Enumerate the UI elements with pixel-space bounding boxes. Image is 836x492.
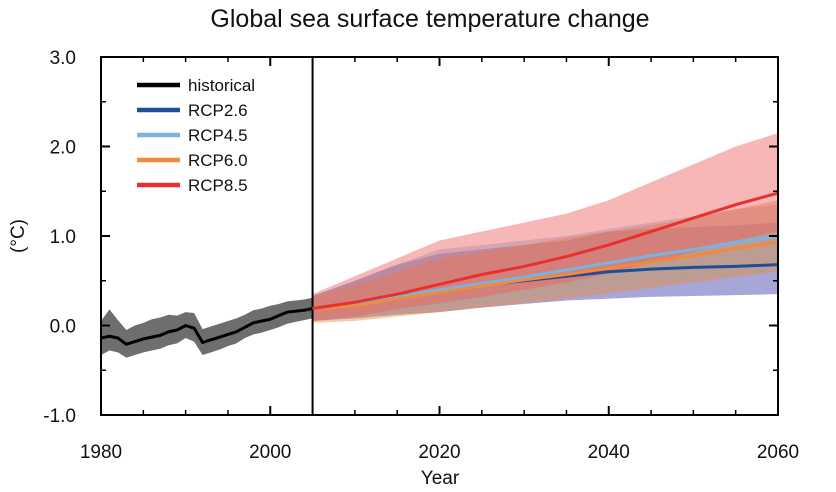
y-tick-label: -1.0 bbox=[43, 406, 76, 427]
legend-label: RCP8.5 bbox=[188, 176, 248, 195]
legend-label: RCP4.5 bbox=[188, 126, 248, 145]
y-tick-label: 1.0 bbox=[50, 227, 76, 248]
legend: historical RCP2.6 RCP4.5 RCP6.0 RCP8.5 bbox=[137, 76, 255, 195]
legend-item-rcp2-6: RCP2.6 bbox=[137, 101, 248, 120]
x-tick-label: 2020 bbox=[418, 442, 460, 463]
y-tick-label: 2.0 bbox=[50, 138, 76, 159]
series-line-rcp8-5 bbox=[312, 191, 778, 310]
y-axis-label: (°C) bbox=[8, 219, 29, 253]
chart-title: Global sea surface temperature change bbox=[210, 5, 649, 33]
x-tick-label: 2040 bbox=[588, 442, 630, 463]
legend-label: RCP6.0 bbox=[188, 151, 248, 170]
legend-item-historical: historical bbox=[137, 76, 255, 95]
x-axis-label: Year bbox=[421, 468, 460, 489]
legend-item-rcp6-0: RCP6.0 bbox=[137, 151, 248, 170]
band-historical bbox=[101, 297, 313, 358]
band-rcp2-6 bbox=[312, 222, 778, 322]
series-line-historical bbox=[101, 307, 313, 346]
x-tick-label: 1980 bbox=[80, 442, 122, 463]
series-line-rcp6-0 bbox=[312, 240, 778, 310]
legend-item-rcp8-5: RCP8.5 bbox=[137, 176, 248, 195]
x-tick-label: 2000 bbox=[249, 442, 291, 463]
x-tick-label: 2060 bbox=[757, 442, 799, 463]
band-rcp8-5 bbox=[312, 133, 778, 322]
y-tick-label: 0.0 bbox=[50, 317, 76, 338]
y-tick-label: 3.0 bbox=[50, 48, 76, 69]
legend-label: RCP2.6 bbox=[188, 101, 248, 120]
legend-label: historical bbox=[188, 76, 255, 95]
series-line-rcp4-5 bbox=[312, 234, 778, 310]
legend-item-rcp4-5: RCP4.5 bbox=[137, 126, 248, 145]
